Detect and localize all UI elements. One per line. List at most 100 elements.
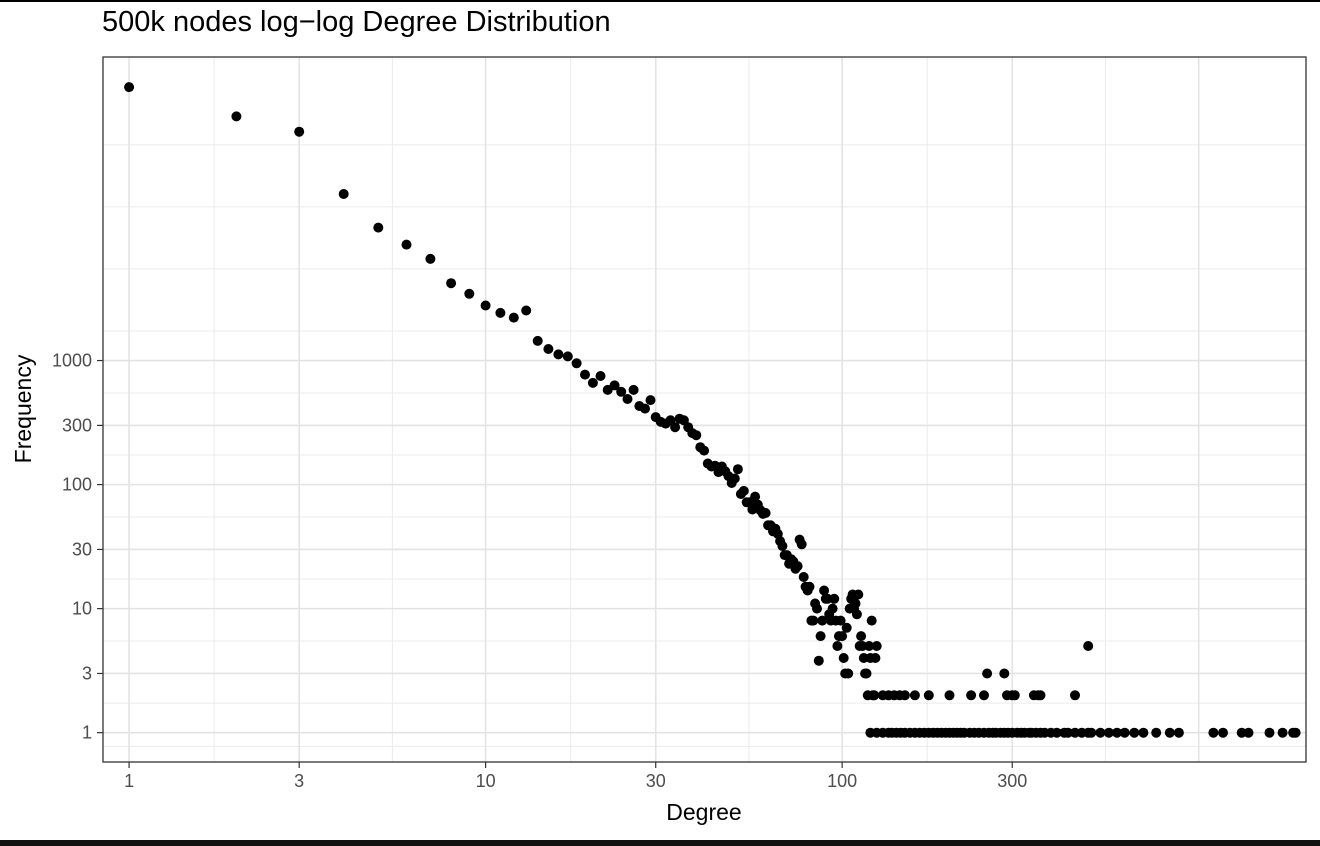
- data-point: [829, 593, 840, 604]
- data-point: [812, 603, 822, 614]
- y-tick-label: 300: [62, 415, 92, 435]
- data-point: [804, 581, 815, 592]
- data-point: [796, 539, 807, 550]
- data-point: [464, 288, 475, 299]
- grid-lines: [103, 57, 1306, 762]
- data-point: [870, 653, 881, 663]
- data-point: [838, 653, 849, 663]
- data-point: [760, 508, 771, 518]
- data-point: [373, 222, 384, 233]
- data-point: [1112, 727, 1122, 738]
- data-point: [401, 239, 412, 250]
- data-point: [841, 622, 852, 633]
- data-point: [1083, 641, 1094, 651]
- y-tick-label: 100: [62, 475, 92, 495]
- data-point: [798, 572, 809, 582]
- x-tick-label: 30: [646, 771, 666, 791]
- x-tick-label: 100: [827, 771, 857, 791]
- data-point: [1095, 727, 1106, 738]
- data-point: [294, 126, 305, 137]
- data-point: [587, 377, 598, 388]
- data-point: [866, 615, 877, 626]
- bottom-border: [0, 840, 1320, 846]
- data-point: [124, 82, 135, 93]
- data-point: [738, 485, 749, 496]
- data-point: [495, 307, 506, 318]
- data-point: [1164, 727, 1175, 738]
- data-point: [856, 631, 867, 642]
- data-point: [813, 655, 824, 666]
- data-point: [1218, 727, 1228, 738]
- data-point: [1277, 727, 1288, 738]
- axis-ticks: 1 3 10 30 100 300 1 3 10 30 100 300 1000: [52, 351, 1027, 791]
- data-point: [622, 394, 633, 404]
- data-point: [1129, 727, 1140, 738]
- data-point: [817, 615, 828, 626]
- data-point: [1119, 727, 1130, 738]
- data-point: [861, 668, 872, 679]
- data-point: [640, 403, 650, 414]
- data-point: [562, 351, 573, 362]
- data-point: [869, 690, 880, 701]
- data-point: [899, 690, 910, 701]
- data-point: [827, 603, 838, 614]
- data-point: [521, 305, 532, 316]
- x-tick-label: 300: [997, 771, 1027, 791]
- data-point: [571, 358, 582, 369]
- data-point: [1009, 690, 1020, 701]
- data-point: [508, 312, 519, 323]
- data-point: [543, 344, 554, 354]
- data-point: [835, 615, 846, 626]
- data-point: [871, 641, 882, 651]
- data-point: [808, 615, 819, 626]
- y-tick-label: 10: [72, 599, 92, 619]
- data-points: [124, 82, 1301, 738]
- x-tick-label: 1: [124, 771, 134, 791]
- y-tick-label: 1000: [52, 351, 92, 371]
- x-axis-title: Degree: [666, 799, 741, 825]
- x-tick-label: 10: [476, 771, 496, 791]
- x-tick-label: 3: [294, 771, 304, 791]
- y-tick-label: 30: [72, 539, 92, 559]
- top-border: [0, 0, 1320, 2]
- data-point: [616, 386, 627, 397]
- data-point: [850, 598, 861, 609]
- data-point: [1151, 727, 1162, 738]
- data-point: [609, 380, 620, 391]
- data-point: [909, 690, 920, 701]
- data-point: [446, 278, 457, 289]
- data-point: [1138, 727, 1149, 738]
- data-point: [628, 384, 639, 395]
- data-point: [699, 445, 710, 456]
- y-tick-label: 1: [82, 723, 92, 743]
- data-point: [966, 690, 977, 701]
- data-point: [851, 609, 862, 620]
- data-point: [1173, 727, 1184, 738]
- data-point: [645, 395, 656, 406]
- data-point: [843, 668, 854, 679]
- chart-title: 500k nodes log−log Degree Distribution: [102, 6, 611, 38]
- data-point: [792, 561, 803, 572]
- data-point: [338, 189, 349, 199]
- data-point: [750, 491, 761, 502]
- data-point: [864, 641, 875, 651]
- data-point: [1103, 727, 1114, 738]
- data-point: [832, 641, 843, 651]
- data-point: [979, 690, 989, 701]
- data-point: [580, 369, 590, 380]
- data-point: [480, 300, 491, 311]
- data-point: [1035, 690, 1046, 701]
- data-point: [1290, 727, 1301, 738]
- data-point: [729, 473, 740, 484]
- data-point: [532, 335, 543, 346]
- y-tick-label: 3: [82, 663, 92, 683]
- data-point: [1208, 727, 1219, 738]
- data-point: [982, 668, 993, 679]
- data-point: [425, 253, 436, 264]
- y-axis-title: Frequency: [10, 354, 36, 463]
- data-point: [670, 422, 681, 433]
- data-point: [231, 111, 242, 122]
- data-point: [1051, 727, 1062, 738]
- data-point: [837, 631, 848, 642]
